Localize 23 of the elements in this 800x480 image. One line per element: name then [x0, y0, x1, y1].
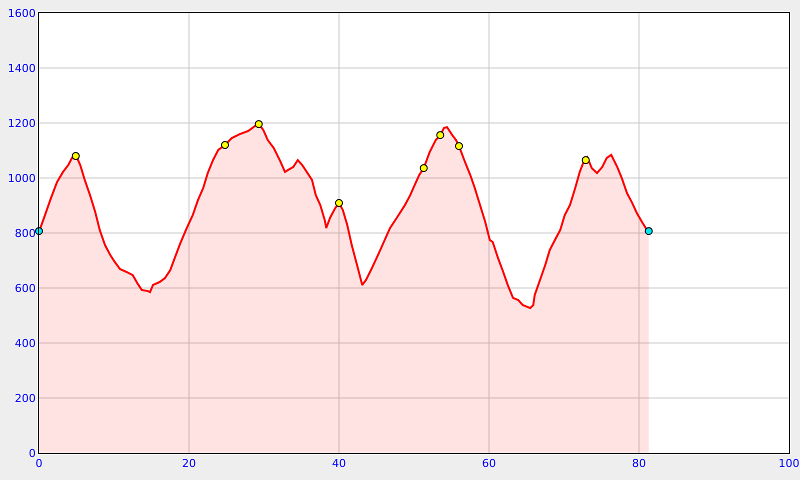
y-tick-label: 0 — [28, 446, 36, 460]
point — [335, 199, 343, 208]
y-tick-label: 1400 — [8, 62, 36, 75]
point — [254, 120, 263, 128]
y-tick-label: 600 — [14, 282, 36, 295]
point — [221, 141, 229, 149]
x-tick-label: 100 — [778, 457, 800, 470]
y-tick-label: 1600 — [8, 6, 36, 20]
x-tick-label: 80 — [632, 457, 646, 470]
point — [582, 156, 590, 164]
x-tick-label: 40 — [332, 457, 346, 470]
y-tick-label: 800 — [14, 226, 36, 240]
point — [420, 164, 428, 172]
x-tick-label: 60 — [482, 457, 496, 470]
y-tick-label: 1000 — [8, 172, 36, 185]
point — [436, 131, 444, 140]
point — [72, 152, 80, 160]
y-tick-label: 400 — [14, 336, 36, 350]
y-tick-label: 1200 — [8, 116, 36, 130]
x-tick-label: 20 — [182, 457, 196, 470]
y-tick-label: 200 — [14, 392, 36, 405]
point — [455, 142, 463, 150]
point — [644, 227, 653, 236]
